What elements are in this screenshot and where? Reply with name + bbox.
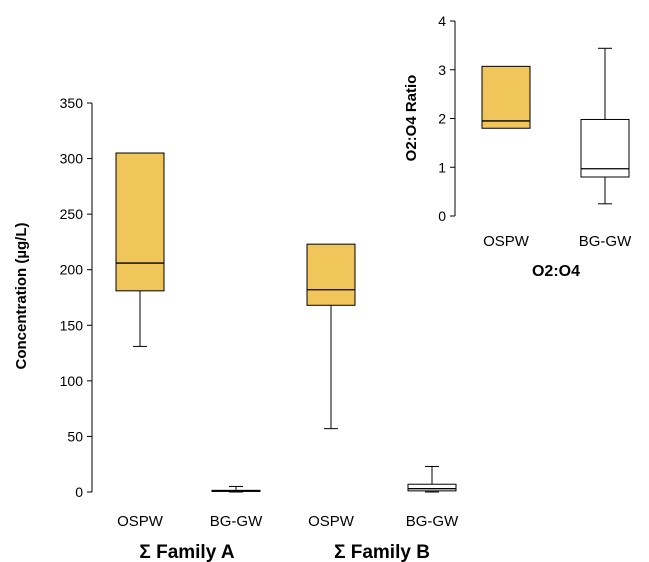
inset-y-tick-label: 0 <box>438 208 446 224</box>
main-y-tick-label: 200 <box>60 262 84 278</box>
inset-category-label: OSPW <box>483 233 530 250</box>
main-box-bg-gw <box>407 465 457 493</box>
inset-box-ospw <box>481 65 531 129</box>
main-category-label: OSPW <box>117 513 164 530</box>
main-category-label: OSPW <box>308 513 355 530</box>
inset-chart-title: O2:O4 <box>532 263 580 280</box>
main-box-bg-gw <box>211 485 261 493</box>
inset-chart: 0 1 2 3 4 OSPW BG-GW O2:O4 Ratio O2:O4 <box>403 13 632 280</box>
inset-y-tick-label: 4 <box>438 13 446 29</box>
main-y-tick-label: 300 <box>60 151 84 167</box>
box-iqr <box>306 243 356 306</box>
box-iqr <box>481 65 531 129</box>
main-chart: 0 50 100 150 200 250 300 350 OSPW BG-GW OSPW BG-GW… <box>13 95 459 562</box>
box-iqr <box>115 152 165 292</box>
main-box-ospw <box>115 152 165 347</box>
inset-y-tick-label: 2 <box>438 111 446 127</box>
main-y-tick-label: 350 <box>60 95 84 111</box>
box-iqr <box>407 483 457 492</box>
box-iqr <box>580 118 630 178</box>
inset-y-tick-label: 3 <box>438 62 446 78</box>
main-y-tick-label: 100 <box>60 373 84 389</box>
inset-y-axis-title: O2:O4 Ratio <box>403 75 420 162</box>
main-category-labels: OSPW BG-GW OSPW BG-GW <box>117 513 459 530</box>
main-category-label: BG-GW <box>210 513 263 530</box>
inset-box-bg-gw <box>580 47 630 205</box>
main-y-tick-label: 150 <box>60 317 84 333</box>
main-y-tick-label: 50 <box>67 428 83 444</box>
main-y-tick-label: 0 <box>75 484 83 500</box>
group-label-family-b: Σ Family B <box>334 542 430 562</box>
main-box-ospw <box>306 243 356 430</box>
main-y-ticks: 0 50 100 150 200 250 300 350 <box>60 95 92 500</box>
inset-y-ticks: 0 1 2 3 4 <box>438 13 455 224</box>
group-label-family-a: Σ Family A <box>139 542 234 562</box>
inset-boxes <box>481 47 630 205</box>
inset-category-label: BG-GW <box>579 233 632 250</box>
inset-y-tick-label: 1 <box>438 159 446 175</box>
main-category-label: BG-GW <box>406 513 459 530</box>
inset-category-labels: OSPW BG-GW <box>483 233 632 250</box>
main-y-axis-title: Concentration (µg/L) <box>13 223 30 370</box>
main-y-tick-label: 250 <box>60 206 84 222</box>
main-boxes <box>115 152 457 493</box>
